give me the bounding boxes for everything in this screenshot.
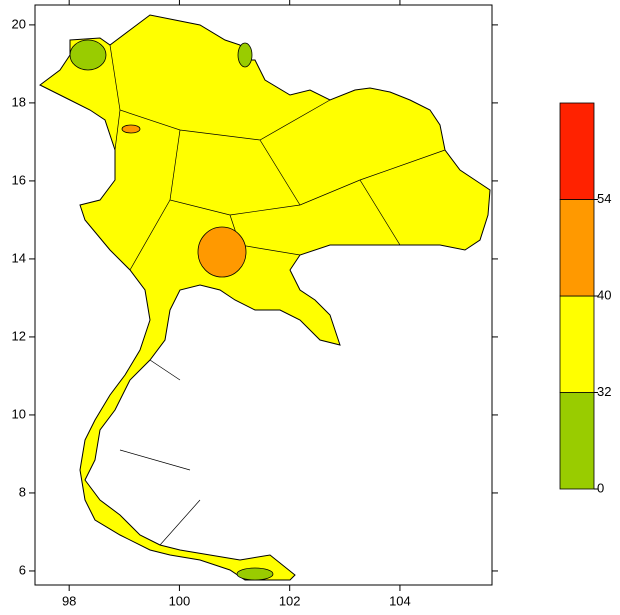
y-tick-label: 12 [12,328,26,343]
y-tick-label: 18 [12,94,26,109]
high-region [121,124,141,134]
high-region [197,226,247,278]
low-region [237,42,253,68]
legend-label: 32 [597,384,611,399]
x-tick-label: 104 [389,593,411,608]
y-tick-label: 6 [19,562,26,577]
plot-frame [34,4,493,586]
legend-label: 54 [597,191,611,206]
land [39,14,491,581]
x-tick-label: 98 [62,593,76,608]
low-region [69,39,107,71]
legend-label: 0 [597,480,604,495]
legend-label: 40 [597,287,611,302]
y-tick-label: 8 [19,484,26,499]
legend-swatch [559,102,595,200]
y-tick-label: 10 [12,406,26,421]
y-tick-label: 20 [12,16,26,31]
legend-swatch [559,295,595,393]
country-shape [39,14,491,581]
legend-swatch [559,392,595,490]
low-region [236,567,274,581]
x-tick-label: 102 [279,593,301,608]
y-tick-label: 14 [12,250,26,265]
y-tick-label: 16 [12,172,26,187]
legend-swatch [559,199,595,297]
x-tick-label: 100 [169,593,191,608]
